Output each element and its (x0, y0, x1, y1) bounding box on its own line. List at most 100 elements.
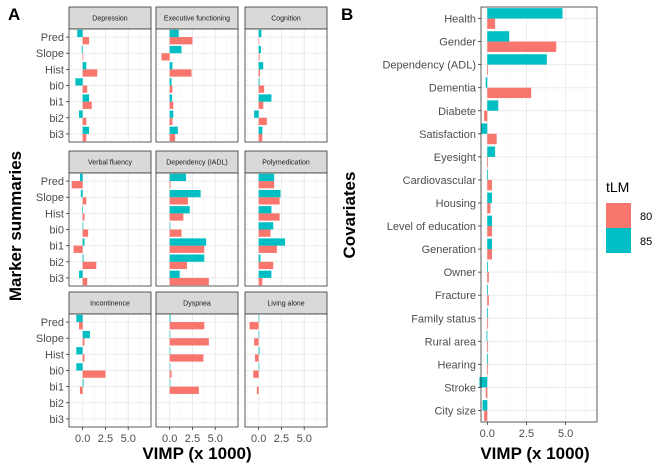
bar-verbal-fluency-slope-80 (82, 197, 87, 205)
y-tick-label: Rural area (425, 336, 477, 348)
bar-dependency-iadl-bi0-85 (169, 222, 171, 230)
bar-city-size-85 (482, 400, 488, 411)
bar-executive-functioning-slope-85 (169, 45, 182, 54)
covariates-plot-area (481, 7, 597, 422)
y-tick-label: bi3 (49, 273, 64, 285)
y-tick-label: Housing (436, 198, 476, 210)
bar-dyspnea-bi1-80 (169, 386, 199, 394)
bar-polymedication-slope-85 (258, 189, 281, 198)
bar-dependency-iadl-pred-85 (169, 173, 187, 182)
bar-hearing-80 (487, 364, 489, 375)
y-tick-label: Slope (36, 48, 64, 60)
y-tick-label: Pred (41, 317, 64, 329)
panel-letter-b: B (341, 5, 353, 24)
bar-executive-functioning-slope-80 (161, 53, 170, 61)
x-axis-title-b: VIMP (x 1000) (480, 444, 589, 463)
y-tick-label: Slope (36, 192, 64, 204)
legend-label-85: 85 (640, 236, 652, 248)
facet-title: Dependency (IADL) (166, 160, 227, 167)
bar-level-of-education-85 (487, 215, 492, 227)
bar-verbal-fluency-bi0-80 (82, 229, 89, 237)
y-tick-label: Pred (41, 32, 64, 44)
bar-depression-pred-80 (82, 37, 90, 45)
bar-polymedication-bi0-85 (258, 222, 274, 230)
bar-depression-pred-85 (77, 29, 83, 38)
bar-cardiovascular-85 (487, 169, 489, 180)
bar-verbal-fluency-hist-80 (82, 213, 85, 221)
bar-cardiovascular-80 (487, 179, 492, 191)
y-tick-label: Hist (45, 349, 64, 361)
plot-layer: Depression Pred Slope Hist bi0 bi1 bi2 bi3 Execu… (36, 6, 598, 445)
y-tick-label: City size (434, 405, 476, 417)
bar-dependency-iadl-bi3-80 (169, 277, 209, 286)
facet-executive-functioning: Executive functioning (155, 6, 239, 143)
bar-polymedication-bi3-85 (258, 270, 272, 278)
bar-polymedication-hist-80 (258, 213, 280, 221)
bar-depression-hist-85 (82, 62, 87, 70)
facet-polymedication: Polymedication (244, 150, 328, 287)
bar-dementia-80 (487, 87, 532, 99)
facet-title: Verbal fluency (88, 160, 132, 167)
facet-living-alone: Living alone 0.0 2.5 5.0 (244, 291, 328, 445)
bar-stroke-85 (479, 377, 488, 388)
bar-polymedication-bi0-80 (258, 229, 271, 237)
y-tick-label: bi3 (49, 414, 64, 426)
bar-dyspnea-bi0-85 (169, 363, 171, 371)
bar-dependency-adl-80 (487, 64, 489, 76)
y-tick-label: Eyesight (434, 152, 476, 164)
y-tick-label: Hearing (437, 359, 476, 371)
bar-cognition-bi0-85 (258, 78, 260, 86)
bar-dependency-iadl-hist-85 (169, 206, 190, 214)
bar-cognition-hist-80 (258, 69, 261, 77)
facet-border (244, 313, 328, 428)
covariates-border (480, 6, 598, 423)
bar-living-alone-bi0-80 (253, 370, 259, 378)
bar-level-of-education-80 (487, 226, 492, 237)
bar-verbal-fluency-bi2-80 (82, 261, 97, 270)
y-tick-label: Pred (41, 176, 64, 188)
bar-dyspnea-pred-80 (169, 322, 205, 330)
bar-hearing-85 (487, 353, 489, 365)
bar-polymedication-bi1-85 (258, 238, 286, 246)
bar-depression-slope-80 (82, 53, 84, 61)
legend: tLM 80 85 (606, 179, 652, 253)
bar-polymedication-bi2-80 (258, 261, 274, 270)
bar-verbal-fluency-bi1-80 (73, 245, 83, 253)
bar-cognition-bi1-80 (258, 101, 264, 109)
facet-verbal-fluency: Verbal fluency Pred Slope Hist bi0 bi1 bi2 bi3 (36, 150, 152, 287)
facet-border (244, 28, 328, 143)
bar-incontinence-hist-85 (76, 347, 83, 355)
bar-dependency-iadl-pred-80 (169, 181, 171, 189)
bar-living-alone-hist-85 (258, 347, 260, 355)
bar-dependency-iadl-bi2-85 (169, 254, 205, 262)
bar-executive-functioning-pred-80 (169, 37, 193, 45)
bar-executive-functioning-bi3-80 (169, 133, 176, 142)
bar-cognition-bi2-85 (254, 110, 259, 118)
bar-verbal-fluency-bi3-85 (79, 270, 83, 278)
bar-executive-functioning-bi1-80 (169, 101, 174, 109)
bar-cognition-bi3-85 (258, 126, 263, 134)
panel-letter-a: A (8, 5, 20, 24)
legend-title: tLM (606, 179, 629, 195)
bar-dependency-adl-85 (487, 54, 547, 65)
bar-stroke-80 (485, 387, 488, 398)
bar-incontinence-pred-80 (79, 322, 83, 330)
facet-title: Cognition (271, 16, 301, 23)
bar-executive-functioning-bi3-85 (169, 126, 178, 134)
bar-dementia-85 (485, 77, 488, 88)
bar-generation-85 (487, 238, 492, 250)
x-tick-label: 2.5 (98, 433, 113, 445)
bar-depression-bi2-85 (79, 110, 83, 118)
bar-cognition-hist-85 (258, 62, 264, 70)
bar-verbal-fluency-slope-85 (80, 189, 83, 198)
facet-title: Polymedication (262, 160, 310, 167)
bar-living-alone-pred-80 (249, 322, 259, 330)
bar-verbal-fluency-bi2-85 (82, 254, 84, 262)
y-tick-label: bi0 (49, 366, 64, 378)
bar-dyspnea-hist-80 (169, 354, 204, 362)
bar-verbal-fluency-bi0-85 (82, 222, 84, 230)
x-tick-label: 5.0 (121, 433, 136, 445)
bar-polymedication-bi1-80 (258, 245, 277, 253)
bar-eyesight-80 (487, 156, 489, 168)
